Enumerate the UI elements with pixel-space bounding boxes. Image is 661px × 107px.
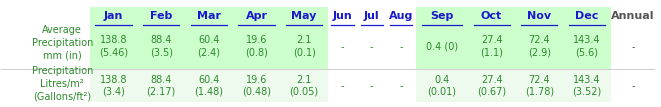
Text: 88.4
(2.17): 88.4 (2.17) [147, 75, 176, 97]
Text: 0.4
(0.01): 0.4 (0.01) [427, 75, 456, 97]
Text: -: - [399, 42, 403, 52]
FancyBboxPatch shape [280, 70, 328, 102]
Text: Aug: Aug [389, 11, 413, 21]
FancyBboxPatch shape [563, 7, 611, 69]
Text: -: - [631, 42, 635, 52]
FancyBboxPatch shape [90, 7, 137, 69]
Text: 72.4
(1.78): 72.4 (1.78) [525, 75, 554, 97]
Text: 143.4
(3.52): 143.4 (3.52) [572, 75, 602, 97]
FancyBboxPatch shape [416, 70, 468, 102]
Text: Apr: Apr [245, 11, 268, 21]
Text: Mar: Mar [197, 11, 221, 21]
Text: May: May [292, 11, 317, 21]
Text: 2.1
(0.1): 2.1 (0.1) [293, 35, 315, 58]
FancyBboxPatch shape [137, 7, 185, 69]
Text: Precipitation
Litres/m²
(Gallons/ft²): Precipitation Litres/m² (Gallons/ft²) [32, 66, 93, 102]
Text: Jun: Jun [332, 11, 352, 21]
Text: -: - [370, 81, 373, 91]
FancyBboxPatch shape [280, 7, 328, 69]
FancyBboxPatch shape [233, 70, 280, 102]
Text: Sep: Sep [430, 11, 453, 21]
Text: -: - [341, 81, 344, 91]
FancyBboxPatch shape [416, 7, 468, 69]
Text: 143.4
(5.6): 143.4 (5.6) [573, 35, 601, 58]
Text: 19.6
(0.8): 19.6 (0.8) [245, 35, 268, 58]
Text: 27.4
(0.67): 27.4 (0.67) [477, 75, 506, 97]
FancyBboxPatch shape [563, 70, 611, 102]
Text: 60.4
(1.48): 60.4 (1.48) [194, 75, 223, 97]
Text: 88.4
(3.5): 88.4 (3.5) [149, 35, 173, 58]
Text: -: - [370, 42, 373, 52]
FancyBboxPatch shape [185, 70, 233, 102]
FancyBboxPatch shape [137, 70, 185, 102]
Text: 138.8
(5.46): 138.8 (5.46) [99, 35, 128, 58]
Text: 2.1
(0.05): 2.1 (0.05) [290, 75, 319, 97]
Text: 27.4
(1.1): 27.4 (1.1) [480, 35, 503, 58]
Text: Jan: Jan [104, 11, 123, 21]
Text: 0.4 (0): 0.4 (0) [426, 42, 457, 52]
FancyBboxPatch shape [185, 7, 233, 69]
Text: Feb: Feb [150, 11, 173, 21]
Text: Nov: Nov [527, 11, 551, 21]
Text: 72.4
(2.9): 72.4 (2.9) [527, 35, 551, 58]
Text: -: - [341, 42, 344, 52]
FancyBboxPatch shape [516, 70, 563, 102]
Text: Oct: Oct [481, 11, 502, 21]
Text: -: - [399, 81, 403, 91]
Text: Average
Precipitation
mm (in): Average Precipitation mm (in) [32, 25, 93, 60]
Text: 138.8
(3.4): 138.8 (3.4) [100, 75, 128, 97]
Text: 60.4
(2.4): 60.4 (2.4) [197, 35, 220, 58]
Text: -: - [631, 81, 635, 91]
FancyBboxPatch shape [90, 70, 137, 102]
FancyBboxPatch shape [468, 70, 516, 102]
Text: Annual: Annual [611, 11, 655, 21]
Text: 19.6
(0.48): 19.6 (0.48) [242, 75, 271, 97]
Text: Dec: Dec [575, 11, 599, 21]
FancyBboxPatch shape [468, 7, 516, 69]
FancyBboxPatch shape [516, 7, 563, 69]
Text: Jul: Jul [364, 11, 379, 21]
FancyBboxPatch shape [233, 7, 280, 69]
